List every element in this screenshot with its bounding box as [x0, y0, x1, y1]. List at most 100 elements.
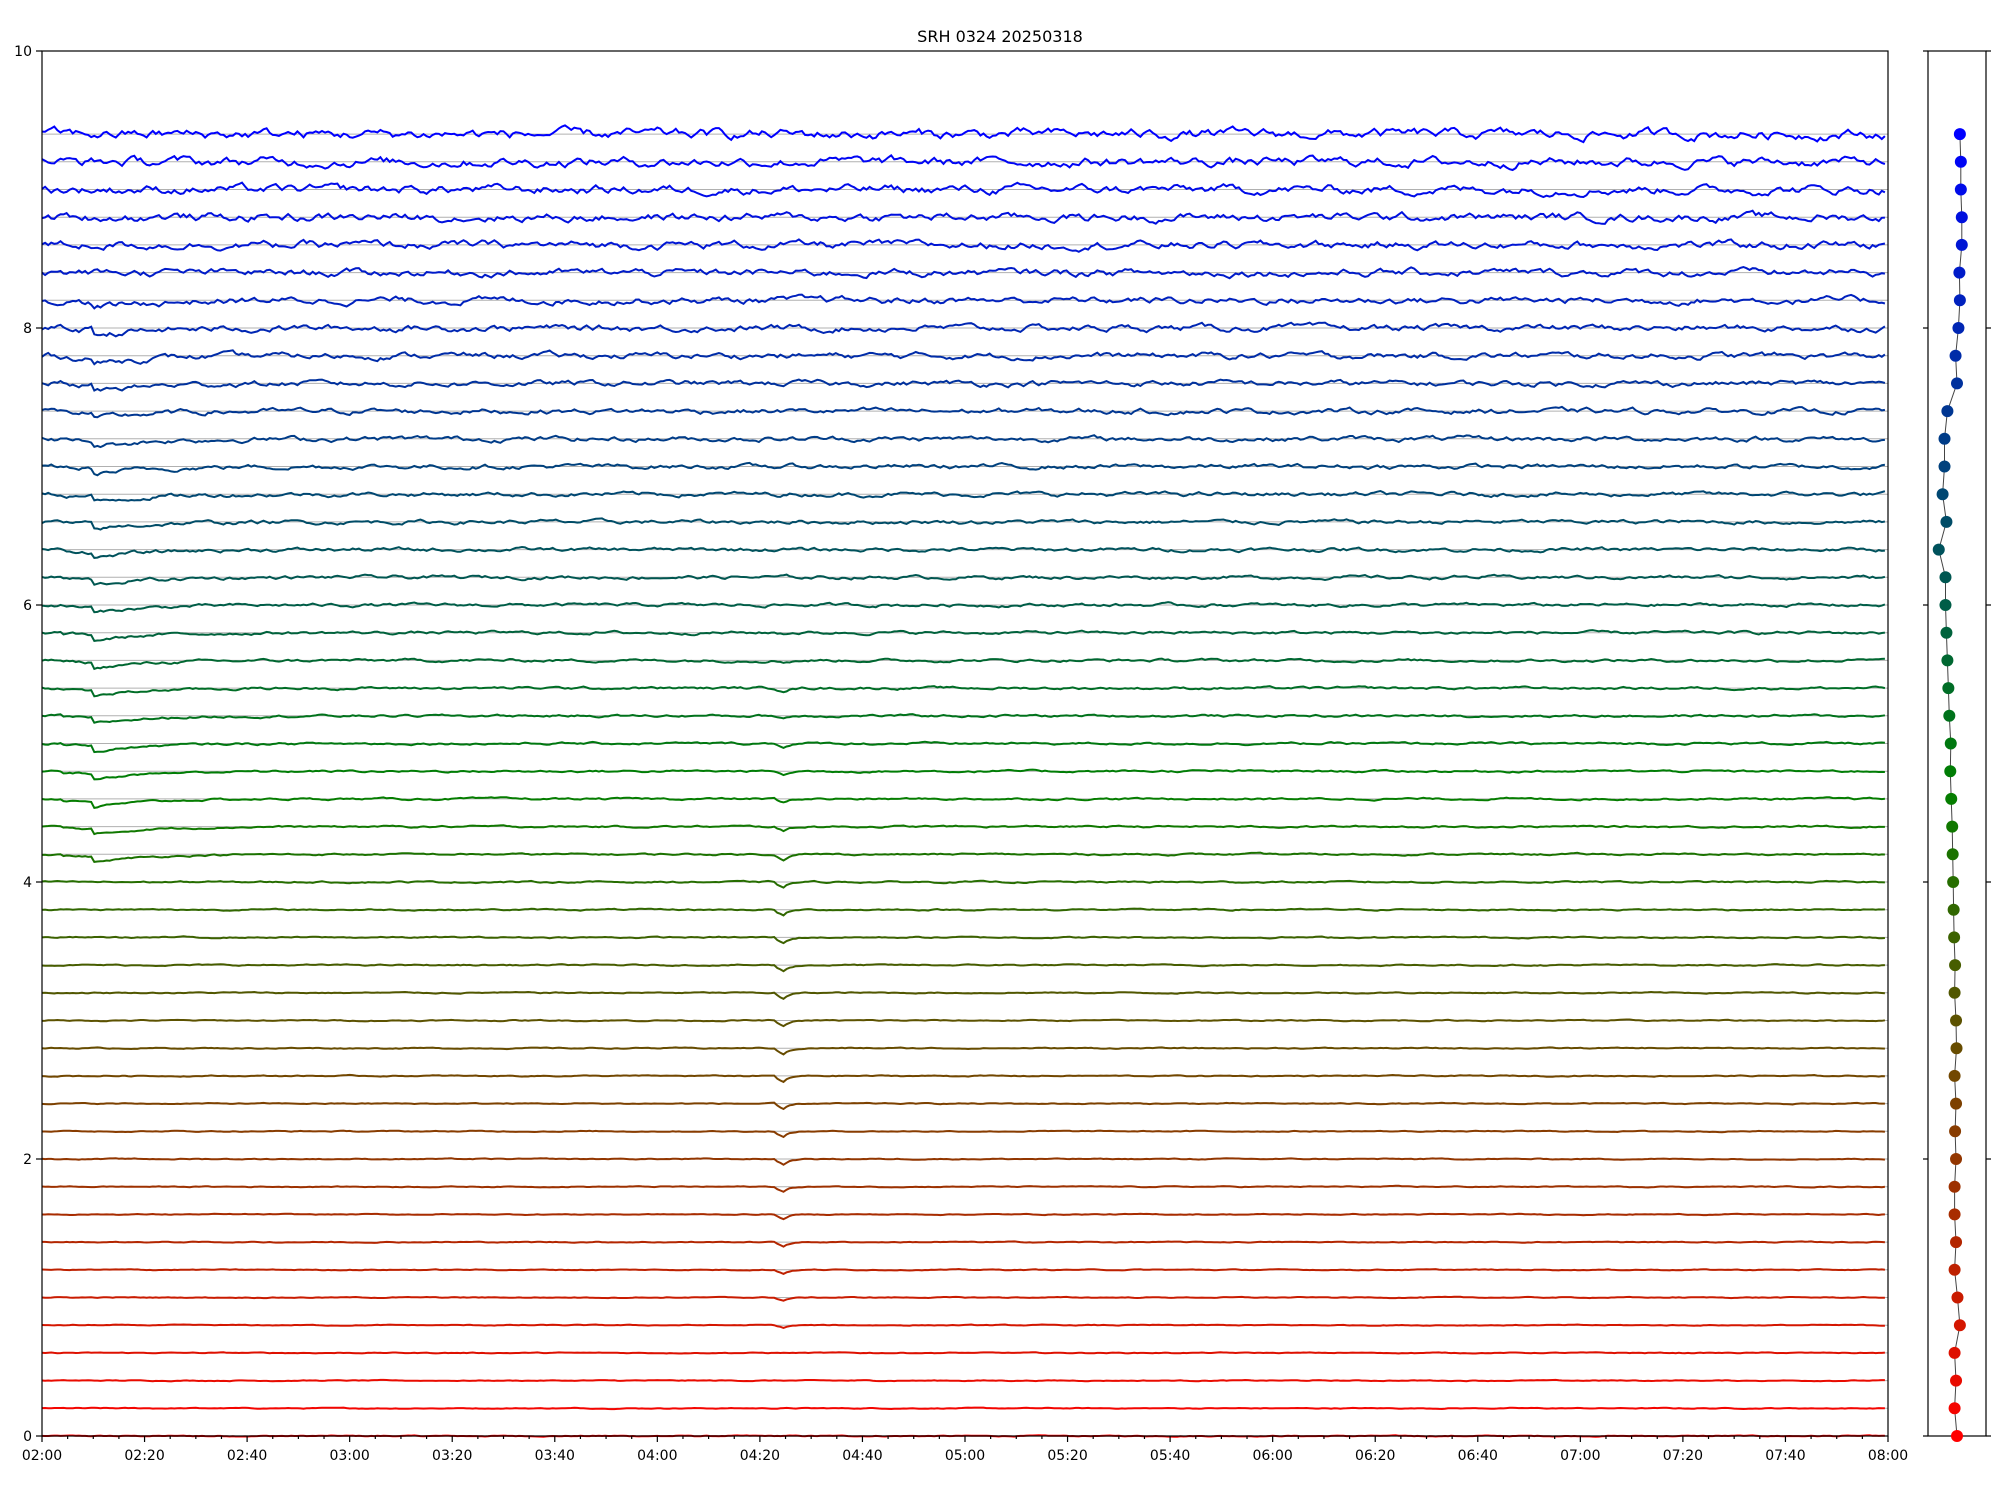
side-point: [1948, 1346, 1961, 1359]
side-point: [1946, 820, 1959, 833]
side-point: [1950, 1153, 1963, 1165]
trace-line: [41, 713, 1886, 724]
side-point: [1932, 543, 1945, 556]
trace-line: [41, 1267, 1885, 1276]
side-point: [1948, 931, 1961, 944]
side-point: [1954, 183, 1967, 196]
side-point: [1948, 1180, 1961, 1193]
x-tick-label: 05:20: [1047, 1448, 1087, 1464]
trace-line: [42, 1212, 1885, 1221]
side-point: [1947, 876, 1960, 888]
trace-line: [41, 1378, 1885, 1383]
trace-line: [41, 378, 1886, 392]
y-tick-label: 6: [23, 598, 32, 614]
trace-line: [41, 154, 1886, 172]
trace-line: [41, 209, 1885, 225]
side-point: [1948, 1263, 1961, 1276]
side-point: [1944, 765, 1957, 778]
side-point: [1948, 1208, 1961, 1221]
trace-line: [41, 517, 1886, 531]
x-tick-label: 08:00: [1868, 1448, 1908, 1464]
x-tick-label: 03:00: [329, 1448, 369, 1464]
y-tick-label: 4: [23, 875, 32, 891]
trace-line: [41, 349, 1886, 366]
x-tick-label: 02:40: [227, 1448, 267, 1464]
trace-line: [41, 238, 1886, 253]
side-point: [1941, 405, 1954, 418]
trace-line: [41, 1157, 1885, 1166]
trace-line: [41, 1323, 1885, 1329]
side-point: [1940, 626, 1953, 639]
side-point: [1945, 792, 1958, 805]
x-tick-label: 02:00: [22, 1448, 62, 1464]
side-point: [1946, 848, 1959, 861]
side-point: [1953, 266, 1966, 279]
x-tick-label: 06:20: [1355, 1448, 1395, 1464]
trace-line: [41, 963, 1885, 973]
x-tick-label: 05:00: [945, 1448, 985, 1464]
side-point: [1950, 1042, 1963, 1055]
trace-line: [41, 601, 1886, 614]
side-point: [1939, 599, 1952, 611]
x-tick-label: 07:40: [1765, 1448, 1805, 1464]
trace-line: [41, 434, 1885, 449]
side-point: [1949, 959, 1962, 972]
trace-line: [41, 990, 1885, 1000]
x-tick-label: 05:40: [1150, 1448, 1190, 1464]
trace-line: [41, 545, 1885, 559]
y-tick-label: 10: [14, 44, 32, 60]
trace-line: [41, 489, 1886, 502]
trace-line: [41, 657, 1885, 671]
side-point: [1948, 986, 1961, 999]
side-point: [1947, 903, 1960, 916]
x-tick-label: 06:40: [1458, 1448, 1498, 1464]
trace-line: [41, 629, 1886, 642]
side-point: [1949, 1125, 1962, 1138]
trace-line: [41, 1406, 1885, 1411]
trace-line: [41, 1351, 1885, 1355]
side-point: [1950, 1236, 1963, 1249]
trace-line: [41, 124, 1886, 144]
side-point: [1944, 737, 1957, 750]
x-tick-label: 02:20: [124, 1448, 164, 1464]
trace-line: [41, 573, 1886, 586]
trace-line: [41, 293, 1886, 310]
side-point: [1941, 654, 1954, 667]
side-point: [1951, 1291, 1964, 1304]
side-point: [1950, 1097, 1963, 1110]
chart-title: SRH 0324 20250318: [917, 27, 1083, 46]
trace-line: [41, 405, 1886, 419]
side-point: [1954, 155, 1967, 168]
side-point: [1948, 1069, 1961, 1082]
side-point: [1942, 682, 1955, 695]
trace-line: [41, 935, 1885, 945]
trace-line: [42, 1129, 1885, 1139]
trace-line: [41, 1101, 1885, 1111]
side-panel: [1923, 50, 1991, 1442]
x-tick-label: 07:00: [1560, 1448, 1600, 1464]
y-tick-label: 8: [23, 321, 32, 337]
side-point: [1951, 1430, 1963, 1442]
side-point: [1939, 571, 1952, 584]
side-point: [1938, 460, 1951, 473]
side-panel-frame: [1927, 50, 1987, 1437]
side-point: [1955, 238, 1968, 251]
x-tick-label: 07:20: [1663, 1448, 1703, 1464]
side-point: [1936, 488, 1949, 501]
x-tick-label: 04:00: [637, 1448, 677, 1464]
side-point: [1950, 1014, 1963, 1027]
side-point: [1949, 349, 1962, 362]
x-tick-label: 04:40: [842, 1448, 882, 1464]
trace-line: [41, 907, 1885, 917]
trace-line: [41, 1073, 1885, 1084]
y-tick-label: 0: [23, 1429, 32, 1445]
side-point: [1953, 294, 1966, 307]
trace-layer: [41, 124, 1886, 1438]
trace-line: [41, 685, 1886, 698]
trace-line: [41, 768, 1885, 781]
trace-line: [42, 1240, 1885, 1248]
trace-line: [41, 740, 1885, 754]
trace-line: [41, 824, 1885, 836]
trace-line: [41, 1046, 1885, 1056]
